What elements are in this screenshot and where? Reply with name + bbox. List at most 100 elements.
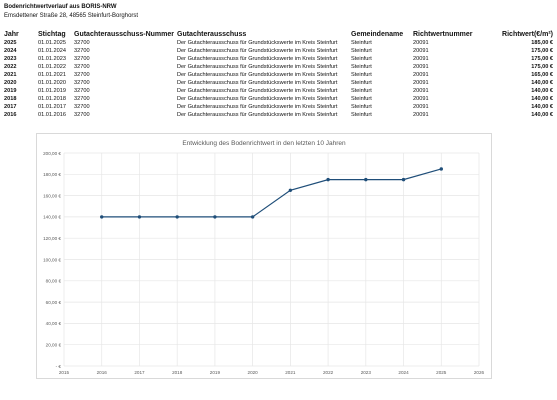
line-chart: - € 20,00 € 40,00 € 60,00 € 80,00 € 100,00 € 1… <box>43 151 485 375</box>
cell-stichtag: 01.01.2019 <box>38 88 66 94</box>
table-row: 2023 01.01.2023 32700 Der Gutachterausschus… <box>3 55 554 63</box>
cell-ga-nummer: 32700 <box>74 48 90 54</box>
cell-stichtag: 01.01.2025 <box>38 40 66 46</box>
table-row: 2019 01.01.2019 32700 Der Gutachterausschus… <box>3 87 554 95</box>
cell-richtwertnummer: 20091 <box>413 48 429 54</box>
x-tick-label: 2017 <box>134 370 145 375</box>
data-point <box>326 177 330 182</box>
cell-jahr: 2025 <box>4 40 17 46</box>
cell-gemeindename: Steinfurt <box>351 112 372 118</box>
y-tick-label: 100,00 € <box>43 257 61 262</box>
cell-gutachterausschuss: Der Gutachterausschuss für Grundstückswe… <box>177 56 338 62</box>
cell-richtwert: 140,00 € <box>531 104 553 110</box>
cell-gemeindename: Steinfurt <box>351 104 372 110</box>
y-tick-label: 180,00 € <box>43 172 61 177</box>
cell-stichtag: 01.01.2016 <box>38 112 66 118</box>
document-address: Emsdettener Straße 28, 48565 Steinfurt-B… <box>4 13 139 19</box>
cell-gemeindename: Steinfurt <box>351 40 372 46</box>
cell-gemeindename: Steinfurt <box>351 96 372 102</box>
cell-gutachterausschuss: Der Gutachterausschuss für Grundstückswe… <box>177 96 338 102</box>
x-tick-label: 2026 <box>474 370 485 375</box>
data-point <box>439 167 443 171</box>
cell-jahr: 2021 <box>4 72 17 78</box>
cell-richtwert: 175,00 € <box>531 64 553 70</box>
cell-jahr: 2018 <box>4 96 17 102</box>
cell-jahr: 2022 <box>4 64 17 70</box>
cell-gemeindename: Steinfurt <box>351 88 372 94</box>
cell-stichtag: 01.01.2023 <box>38 56 66 62</box>
y-tick-label: - € <box>56 364 62 369</box>
data-point <box>137 215 142 219</box>
table-row: 2016 01.01.2016 32700 Der Gutachterausschus… <box>3 111 554 119</box>
x-tick-label: 2016 <box>97 370 108 375</box>
y-tick-label: 120,00 € <box>43 236 61 241</box>
chart-title: Entwicklung des Bodenrichtwert in den le… <box>182 140 346 147</box>
y-tick-label: 200,00 € <box>43 151 61 156</box>
cell-gemeindename: Steinfurt <box>351 72 372 78</box>
header-gemeindename: Gemeindename <box>351 30 404 38</box>
table-row: 2017 01.01.2017 32700 Der Gutachterausschus… <box>3 103 554 111</box>
data-point <box>364 177 368 182</box>
cell-ga-nummer: 32700 <box>74 56 90 62</box>
cell-richtwert: 185,00 € <box>531 40 553 46</box>
cell-ga-nummer: 32700 <box>74 104 90 110</box>
cell-richtwert: 140,00 € <box>531 112 553 118</box>
table-row: 2025 01.01.2025 32700 Der Gutachterausschus… <box>3 39 554 47</box>
cell-gutachterausschuss: Der Gutachterausschuss für Grundstückswe… <box>177 112 338 118</box>
header-richtwert: Richtwert(€/m²) <box>502 30 553 38</box>
cell-richtwertnummer: 20091 <box>413 112 429 118</box>
table-header-row: Jahr Stichtag Gutachterausschuss-Nummer … <box>3 29 554 39</box>
cell-gemeindename: Steinfurt <box>351 56 372 62</box>
data-point <box>100 215 104 219</box>
header-stichtag: Stichtag <box>38 30 66 38</box>
x-tick-label: 2022 <box>323 370 334 375</box>
y-tick-label: 40,00 € <box>46 321 62 326</box>
cell-ga-nummer: 32700 <box>74 96 90 102</box>
x-tick-label: 2019 <box>210 370 221 375</box>
boden-richtwert-table: Jahr Stichtag Gutachterausschuss-Nummer … <box>3 29 554 119</box>
header-ga-nummer: Gutachterausschuss-Nummer <box>74 30 174 38</box>
cell-ga-nummer: 32700 <box>74 112 90 118</box>
cell-stichtag: 01.01.2021 <box>38 72 66 78</box>
x-tick-label: 2024 <box>398 370 409 375</box>
cell-stichtag: 01.01.2018 <box>38 96 66 102</box>
cell-richtwert: 140,00 € <box>531 80 553 86</box>
cell-gutachterausschuss: Der Gutachterausschuss für Grundstückswe… <box>177 48 338 54</box>
cell-gemeindename: Steinfurt <box>351 64 372 70</box>
cell-gutachterausschuss: Der Gutachterausschuss für Grundstückswe… <box>177 104 338 110</box>
header-richtwertnummer: Richtwertnummer <box>413 30 473 38</box>
data-point <box>213 215 217 219</box>
cell-ga-nummer: 32700 <box>74 80 90 86</box>
cell-stichtag: 01.01.2020 <box>38 80 66 86</box>
cell-richtwertnummer: 20091 <box>413 40 429 46</box>
cell-jahr: 2019 <box>4 88 17 94</box>
cell-jahr: 2020 <box>4 80 17 86</box>
cell-richtwertnummer: 20091 <box>413 64 429 70</box>
cell-richtwertnummer: 20091 <box>413 56 429 62</box>
cell-richtwert: 165,00 € <box>531 72 553 78</box>
series-line <box>101 168 442 218</box>
table-row: 2022 01.01.2022 32700 Der Gutachterausschus… <box>3 63 554 71</box>
cell-gutachterausschuss: Der Gutachterausschuss für Grundstückswe… <box>177 72 338 78</box>
cell-richtwertnummer: 20091 <box>413 96 429 102</box>
cell-stichtag: 01.01.2024 <box>38 48 66 54</box>
y-tick-label: 20,00 € <box>46 343 62 348</box>
header-gutachterausschuss: Gutachterausschuss <box>177 30 247 38</box>
cell-gemeindename: Steinfurt <box>351 80 372 86</box>
cell-jahr: 2024 <box>4 48 17 54</box>
cell-ga-nummer: 32700 <box>74 72 90 78</box>
cell-jahr: 2017 <box>4 104 17 110</box>
chart-container: Entwicklung des Bodenrichtwert in den le… <box>36 133 492 379</box>
cell-richtwertnummer: 20091 <box>413 80 429 86</box>
y-tick-label: 60,00 € <box>46 300 62 305</box>
data-point <box>175 215 179 219</box>
cell-richtwert: 140,00 € <box>531 88 553 94</box>
x-tick-label: 2021 <box>285 370 296 375</box>
y-tick-label: 80,00 € <box>46 279 62 284</box>
cell-gutachterausschuss: Der Gutachterausschuss für Grundstückswe… <box>177 88 338 94</box>
cell-ga-nummer: 32700 <box>74 64 90 70</box>
x-tick-label: 2020 <box>248 370 259 375</box>
x-tick-label: 2018 <box>172 370 183 375</box>
y-tick-label: 140,00 € <box>43 215 61 220</box>
cell-richtwert: 175,00 € <box>531 56 553 62</box>
